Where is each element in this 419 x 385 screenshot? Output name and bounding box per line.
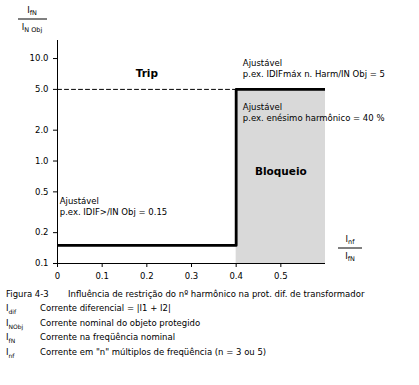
svg-text:Ajustávelp.ex. IDIF>/IN Obj =: Ajustávelp.ex. IDIF>/IN Obj = 0.15	[60, 196, 168, 217]
html-text:Figura 4-3: Figura 4-3	[6, 289, 49, 299]
svg-text:1.0: 1.0	[35, 156, 49, 166]
html-text:Inf: Inf	[6, 347, 15, 359]
html-text:INObj: INObj	[6, 317, 24, 330]
svg-text:5.0: 5.0	[35, 84, 49, 94]
svg-text:0.2: 0.2	[140, 271, 154, 281]
svg-text:IfN: IfN	[345, 251, 355, 263]
svg-text:10.0: 10.0	[30, 53, 49, 63]
svg-text:0.5: 0.5	[35, 187, 49, 197]
svg-text:Ajustávelp.ex. enésimo harmôni: Ajustávelp.ex. enésimo harmônico = 40 %	[243, 102, 385, 123]
svg-text:Trip: Trip	[136, 67, 159, 79]
html-text:Corrente na freqüência nominal: Corrente na freqüência nominal	[40, 332, 175, 343]
svg-text:0.1: 0.1	[95, 271, 109, 281]
svg-text:0.4: 0.4	[229, 271, 243, 281]
svg-text:IfN: IfN	[27, 5, 37, 17]
html-text:Corrente em "n" múltiplos de f: Corrente em "n" múltiplos de freqüência …	[40, 347, 267, 358]
svg-text:2.0: 2.0	[35, 125, 49, 135]
html-text:Corrente nominal do objeto pro: Corrente nominal do objeto protegido	[40, 317, 201, 328]
html-text:IfN: IfN	[6, 332, 16, 345]
svg-text:0: 0	[55, 271, 60, 281]
svg-text:0.2: 0.2	[35, 227, 49, 237]
html-text:Influência de restrição do nº: Influência de restrição do nº harmônico …	[68, 289, 365, 299]
svg-text:0.5: 0.5	[274, 271, 288, 281]
svg-text:IN Obj: IN Obj	[22, 22, 43, 34]
svg-text:Bloqueio: Bloqueio	[255, 165, 307, 177]
html-text:Idif: Idif	[6, 303, 17, 315]
svg-text:0.1: 0.1	[35, 258, 49, 268]
svg-text:Inf: Inf	[346, 234, 356, 246]
svg-text:Ajustávelp.ex. IDIFmáx n. Harm: Ajustávelp.ex. IDIFmáx n. Harm/IN Obj = …	[243, 58, 385, 79]
html-text:Corrente diferencial = |I1 + I: Corrente diferencial = |I1 + I2|	[40, 303, 171, 313]
svg-text:0.3: 0.3	[185, 271, 199, 281]
